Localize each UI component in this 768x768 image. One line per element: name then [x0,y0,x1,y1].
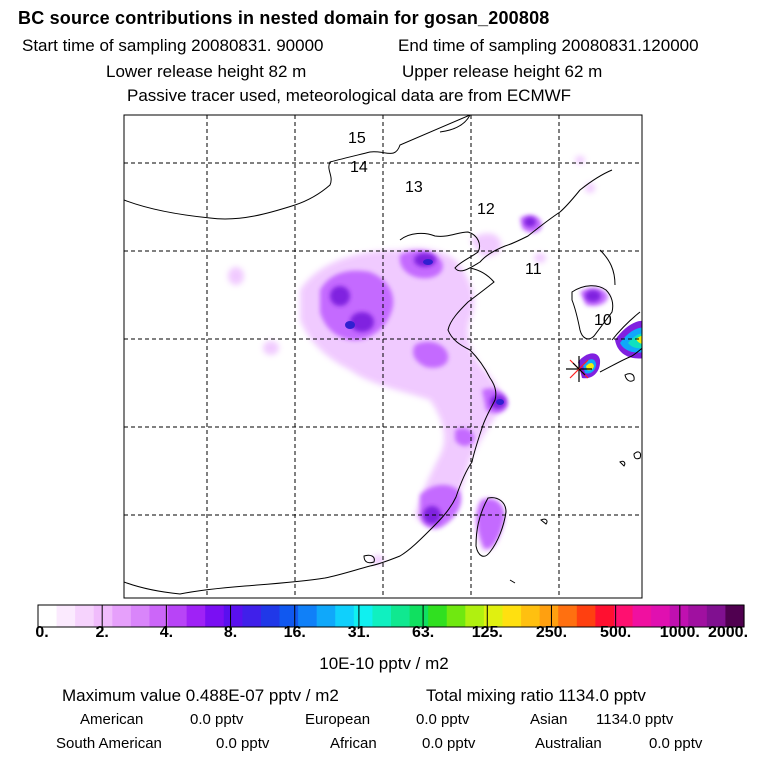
colorbar-cell [56,605,76,627]
south-american-value: 0.0 pptv [216,735,270,752]
colorbar-cell [502,605,522,627]
colorbar-cell [335,605,355,627]
colorbar-tick-label: 8. [223,624,238,641]
colorbar-cell [483,605,504,627]
map-frame [123,114,643,599]
african-label: African [330,735,377,752]
colorbar-cell [576,605,596,627]
asian-label: Asian [530,711,568,728]
colorbar-tick-label: 1000. [659,624,700,641]
colorbar-cell [372,605,392,627]
colorbar-cell [93,605,113,627]
receptor-star-icon [566,356,592,382]
colorbar-cell [595,605,615,627]
tracer-note: Passive tracer used, meteorological data… [127,86,572,105]
day-label: 12 [477,201,495,218]
upper-release-label: Upper release height 62 m [402,62,603,81]
colorbar-tick-label: 63. [411,624,435,641]
plume-peak-layer [345,259,504,405]
colorbar-cell [186,605,206,627]
colorbar-cell [446,605,466,627]
colorbar-cell [632,605,652,627]
colorbar-cell [428,605,448,627]
coastlines [124,115,642,595]
colorbar-cell [298,605,318,627]
colorbar-cell [409,605,429,627]
colorbar-cell [223,605,243,627]
colorbar-cell [75,605,95,627]
colorbar-tick-label: 250. [535,624,568,641]
colorbar-cell [725,605,745,627]
day-label: 11 [525,261,542,278]
colorbar-tick-label: 125. [471,624,503,641]
american-label: American [80,711,144,728]
colorbar-cell [539,605,559,627]
colorbar-cell [391,605,411,627]
colorbar-cell [465,605,485,627]
colorbar-unit-label: 10E-10 pptv / m2 [319,654,449,673]
american-value: 0.0 pptv [190,711,244,728]
colorbar-cell [149,605,169,627]
colorbar-cell [651,605,671,627]
gridlines [124,115,642,598]
day-label: 14 [350,159,368,176]
day-label: 10 [594,312,612,329]
plume-strong-layer [330,217,601,524]
colorbar-tick-label: 500. [600,624,632,641]
colorbar-tick-label: 2000. [707,624,749,641]
colorbar-cell [260,605,281,627]
colorbar-cell [38,605,58,627]
asian-value: 1134.0 pptv [596,711,674,728]
colorbar-cell [706,605,727,627]
colorbar-tick-label: 4. [159,624,174,641]
plot-title: BC source contributions in nested domain… [18,8,550,28]
colorbar-tick-label: 16. [283,624,306,641]
australian-value: 0.0 pptv [649,735,703,752]
colorbar-cell [316,605,336,627]
lower-release-label: Lower release height 82 m [106,62,307,81]
colorbar-cell [130,605,151,627]
colorbar-cell [521,605,541,627]
end-time-label: End time of sampling 20080831.120000 [398,36,699,55]
australian-label: Australian [535,735,602,752]
start-time-label: Start time of sampling 20080831. 90000 [22,36,324,55]
colorbar-frame [37,604,745,628]
colorbar-cell [205,605,225,627]
colorbar-cell [279,605,299,627]
colorbar-tick-label: 31. [347,624,371,641]
colorbar-tick-label: 2. [95,624,109,641]
colorbar-cell [168,605,188,627]
colorbar-cell [242,605,262,627]
colorbar-cell [558,605,578,627]
colorbar-cell [669,605,689,627]
colorbar-tick-label: 0. [35,624,49,641]
african-value: 0.0 pptv [422,735,476,752]
total-mixing-label: Total mixing ratio 1134.0 pptv [426,686,646,705]
colorbar-cell [613,605,634,627]
south-american-label: South American [56,735,162,752]
colorbar-cell [688,605,708,627]
day-label: 15 [348,130,366,147]
high-value-cell-korea [578,321,642,379]
colorbar-cell [112,605,132,627]
day-label: 13 [405,179,423,196]
max-value-label: Maximum value 0.488E-07 pptv / m2 [62,686,339,705]
european-label: European [305,711,371,728]
european-value: 0.0 pptv [416,711,470,728]
